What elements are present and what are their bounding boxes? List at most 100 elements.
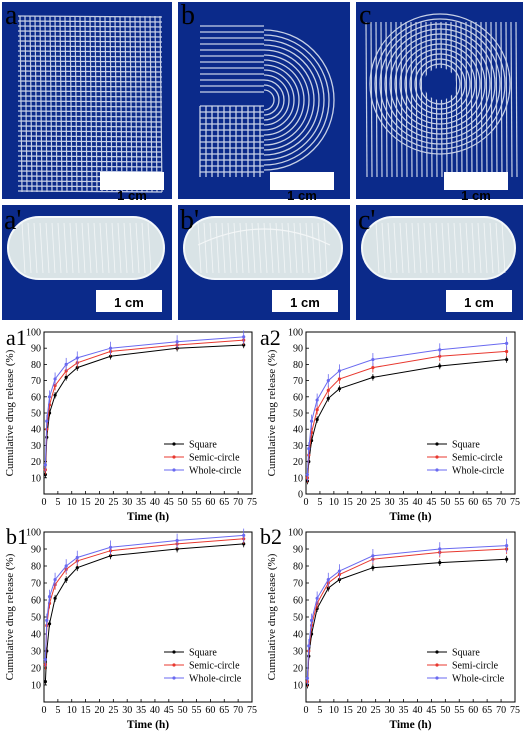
grid-strand-horizontal [17, 30, 163, 33]
y-tick-label: 90 [31, 545, 41, 556]
data-point [505, 341, 509, 345]
data-point [371, 375, 375, 379]
data-point [305, 676, 309, 680]
grid-strand-vertical [19, 15, 23, 193]
grid-strand-horizontal [17, 170, 163, 173]
x-tick-label: 10 [67, 705, 77, 716]
data-point [337, 369, 342, 373]
data-point [326, 586, 330, 590]
circle-strand-vertical [415, 21, 418, 178]
scale-bar-label-a-prime: 1 cm [114, 295, 144, 310]
capsule-strand [435, 222, 440, 274]
circle-strand-vertical [400, 21, 403, 178]
scale-bar-c [444, 172, 508, 190]
capsule-strand [105, 222, 110, 274]
grid-strand-vertical [24, 15, 28, 193]
capsule-strand [257, 222, 262, 274]
grid-strand-horizontal [17, 40, 163, 43]
circle-center [424, 68, 456, 100]
x-tick-label: 75 [510, 497, 520, 508]
capsule-strand [93, 222, 98, 274]
circle-strand-vertical [500, 21, 503, 178]
chart-b1: 0 5 10 15 20 25 30 35 40 45 50 55 60 65 70 75 10 20 30 40 50… [0, 526, 262, 734]
x-tick-label: 10 [329, 705, 339, 716]
y-tick-label: 60 [293, 392, 303, 403]
grid-strand-horizontal [17, 85, 163, 88]
x-tick-label: 45 [426, 705, 436, 716]
y-axis-label: Cumulative drug release (%) [4, 349, 16, 476]
capsule-strand [387, 222, 392, 274]
capsule-strand [81, 222, 86, 274]
legend-label: Semic-circle [452, 453, 503, 464]
scale-bar-label-a: 1 cm [117, 188, 147, 203]
grid-strand-vertical [159, 15, 163, 193]
grid-strand-horizontal [17, 70, 163, 73]
grid-strand-horizontal [17, 105, 163, 108]
y-tick-label: 60 [31, 596, 41, 607]
capsule-strand [501, 222, 506, 274]
circle-strand-vertical [410, 21, 413, 178]
data-point [371, 554, 375, 558]
photo-semicircle-scaffold [178, 2, 350, 199]
capsule-strand [117, 222, 122, 274]
data-point [371, 366, 375, 370]
grid-strand-vertical [149, 15, 153, 193]
scale-bar-a-prime [96, 290, 162, 312]
grid-strand-horizontal [17, 140, 163, 143]
y-tick-label: 10 [31, 473, 41, 484]
x-tick-label: 0 [42, 497, 47, 508]
x-tick-label: 5 [317, 497, 322, 508]
grid-strand-vertical [99, 15, 103, 193]
data-point [53, 578, 57, 582]
capsule-strands [21, 222, 152, 274]
y-tick-label: 70 [31, 376, 41, 387]
grid-strand-vertical [134, 15, 138, 193]
grid-strand-horizontal [17, 115, 163, 118]
grid-strand-vertical [59, 15, 63, 193]
capsule-strand [87, 222, 92, 274]
data-point [53, 377, 57, 381]
data-point [505, 544, 509, 548]
data-point [315, 408, 319, 412]
y-tick-label: 100 [26, 328, 41, 339]
grid-strand-horizontal [17, 130, 163, 133]
grid-strand-vertical [69, 15, 73, 193]
x-tick-label: 50 [440, 705, 450, 716]
semicircle-arc [263, 84, 280, 116]
capsule-strand [317, 222, 322, 274]
series-line [44, 534, 244, 660]
data-point [43, 657, 47, 662]
data-point [75, 566, 79, 570]
grid-strand-horizontal [17, 100, 163, 103]
capsule-strand [129, 222, 134, 274]
grid-strand-horizontal [17, 95, 163, 98]
x-tick-label: 55 [454, 497, 464, 508]
y-tick-label: 70 [293, 579, 303, 590]
grid-strands [17, 15, 163, 193]
capsule-strand [75, 222, 80, 274]
x-tick-label: 45 [164, 705, 174, 716]
capsule-strand [489, 222, 494, 274]
y-tick-label: 50 [31, 613, 41, 624]
y-tick-label: 90 [293, 344, 303, 355]
y-tick-label: 40 [293, 630, 303, 641]
x-axis-label: Time (h) [127, 511, 169, 523]
x-axis-label: Time (h) [127, 719, 169, 731]
data-point [371, 357, 375, 362]
legend-marker [172, 663, 176, 667]
x-tick-label: 15 [81, 497, 91, 508]
capsule-strand [209, 222, 214, 274]
legend-label: Square [452, 440, 480, 451]
semicircle-arc [263, 34, 330, 166]
y-tick-label: 20 [31, 457, 41, 468]
capsule-strand [233, 222, 238, 274]
semicircle-strands [199, 25, 335, 177]
y-tick-label: 50 [293, 613, 303, 624]
data-point [315, 398, 319, 402]
data-point [108, 346, 113, 350]
grid-strand-horizontal [17, 135, 163, 138]
data-point [47, 595, 52, 599]
scale-bar-label-c-prime: 1 cm [464, 295, 494, 310]
circle-strand-vertical [445, 21, 448, 178]
capsule-strand [33, 222, 38, 274]
